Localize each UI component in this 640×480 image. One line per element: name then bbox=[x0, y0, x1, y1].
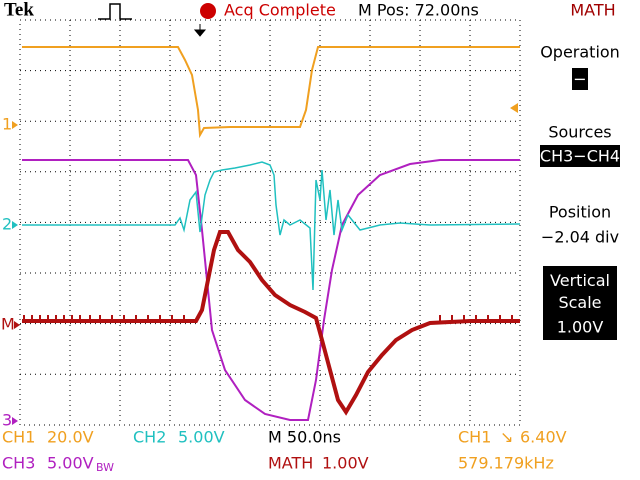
math-scale: 1.00V bbox=[322, 454, 369, 473]
menu-value[interactable]: CH3−CH4 bbox=[540, 147, 620, 166]
menu-value-box bbox=[572, 68, 588, 90]
ch3-name: CH3 bbox=[2, 454, 35, 473]
ch1-marker: 1 bbox=[2, 115, 12, 134]
ch1-arrow bbox=[12, 121, 18, 129]
math-name: MATH bbox=[268, 454, 313, 473]
menu-value-box bbox=[540, 145, 620, 167]
graticule-border bbox=[19, 19, 521, 426]
menu-box bbox=[543, 266, 617, 340]
math-trace bbox=[22, 230, 520, 416]
menu-value[interactable]: −2.04 div bbox=[541, 228, 619, 247]
math-noise bbox=[23, 315, 513, 323]
ch1-name: CH1 bbox=[2, 428, 35, 447]
trigger-level bbox=[510, 103, 518, 113]
timebase: M 50.0ns bbox=[268, 428, 341, 447]
trigger-level-text: 6.40V bbox=[520, 428, 567, 447]
menu-value[interactable]: − bbox=[573, 70, 586, 89]
ch2-trace bbox=[22, 161, 521, 291]
ch1-trace bbox=[22, 46, 520, 139]
ch3-arrow bbox=[12, 417, 18, 425]
trigger-pos bbox=[193, 24, 207, 37]
menu-label[interactable]: Vertical Scale bbox=[550, 271, 610, 312]
frequency: 579.179kHz bbox=[458, 454, 554, 473]
ch2-marker: 2 bbox=[2, 215, 12, 234]
menu-value[interactable]: 1.00V bbox=[557, 318, 604, 337]
menu-label[interactable]: Operation bbox=[540, 43, 620, 62]
trigger-icon bbox=[98, 3, 132, 20]
menu-title: MATH bbox=[570, 1, 615, 20]
trigger-slope: ↘ bbox=[500, 428, 513, 447]
menu-label[interactable]: Position bbox=[549, 203, 611, 222]
status: Acq Complete bbox=[224, 1, 336, 20]
graticule bbox=[20, 20, 520, 425]
position: M Pos: 72.00ns bbox=[358, 1, 479, 20]
ch3-scale: 5.00V bbox=[47, 454, 94, 473]
ch1-scale: 20.0V bbox=[47, 428, 94, 447]
trigger-source: CH1 bbox=[458, 428, 491, 447]
ch2-arrow bbox=[12, 221, 18, 229]
ch3-bw: BW bbox=[96, 461, 114, 474]
status-dot bbox=[200, 3, 216, 19]
math-arrow bbox=[14, 321, 20, 329]
ch3-trace bbox=[22, 159, 520, 421]
brand: Tek bbox=[4, 0, 34, 20]
ch3-marker: 3 bbox=[2, 411, 12, 430]
ch2-name: CH2 bbox=[133, 428, 166, 447]
menu-label[interactable]: Sources bbox=[548, 123, 611, 142]
ch2-scale: 5.00V bbox=[178, 428, 225, 447]
math-marker: M bbox=[1, 315, 15, 334]
